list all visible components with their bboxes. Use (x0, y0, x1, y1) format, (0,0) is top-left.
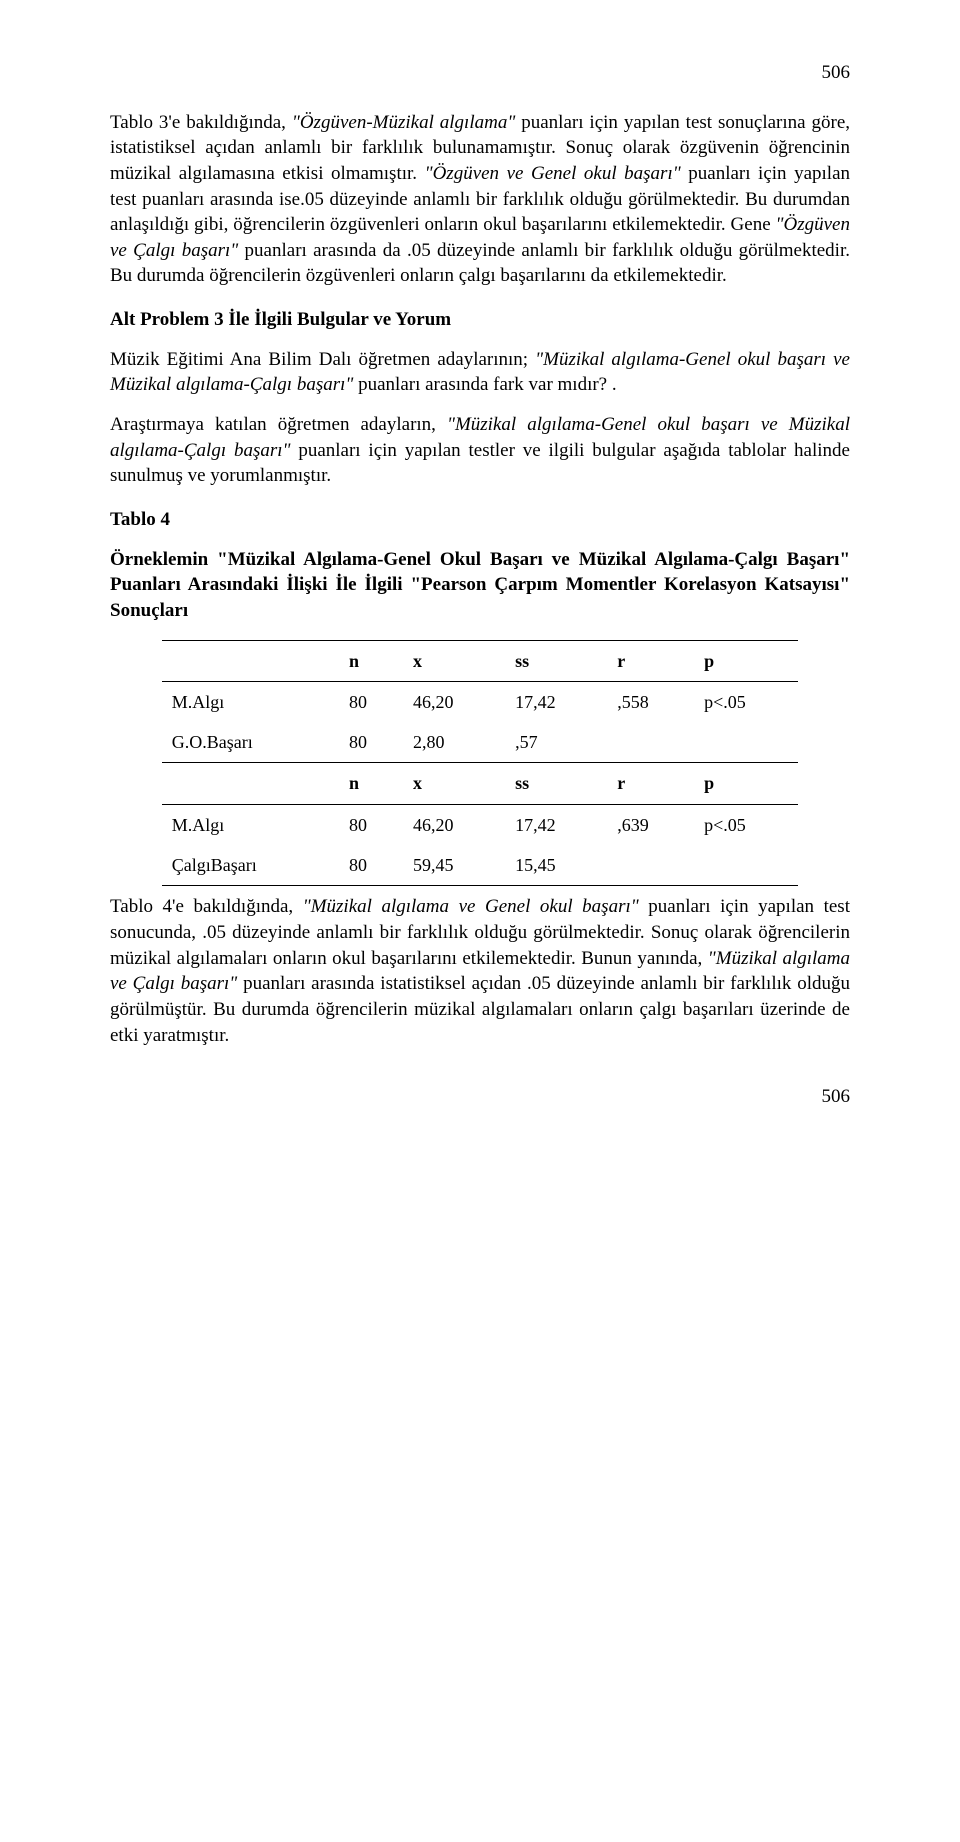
paragraph-1: Tablo 3'e bakıldığında, "Özgüven-Müzikal… (110, 110, 850, 289)
table-header-cell: r (607, 640, 694, 681)
table-cell: ,57 (505, 722, 607, 763)
text: Araştırmaya katılan öğretmen adayların, (110, 414, 447, 435)
table-header-row: n x ss r p (162, 640, 798, 681)
table-cell: p<.05 (694, 681, 798, 722)
table-cell: 80 (339, 681, 403, 722)
table-row-label: G.O.Başarı (162, 722, 339, 763)
paragraph-4: Tablo 4'e bakıldığında, "Müzikal algılam… (110, 894, 850, 1048)
table-title: Örneklemin "Müzikal Algılama-Genel Okul … (110, 547, 850, 624)
table-cell: ,558 (607, 681, 694, 722)
text: puanları arasında fark var mıdır? . (353, 374, 616, 395)
table-row: ÇalgıBaşarı 80 59,45 15,45 (162, 845, 798, 886)
table-header-cell: n (339, 763, 403, 804)
table-header-row: n x ss r p (162, 763, 798, 804)
text-italic: "Özgüven ve Genel okul başarı" (425, 163, 681, 184)
table-row-label: M.Algı (162, 804, 339, 845)
table-cell: 80 (339, 722, 403, 763)
paragraph-2: Müzik Eğitimi Ana Bilim Dalı öğretmen ad… (110, 347, 850, 398)
table-cell (694, 722, 798, 763)
table-header-cell (162, 763, 339, 804)
table-row: M.Algı 80 46,20 17,42 ,639 p<.05 (162, 804, 798, 845)
table-cell: p<.05 (694, 804, 798, 845)
table-cell: 15,45 (505, 845, 607, 886)
text: Tablo 4'e bakıldığında, (110, 896, 303, 917)
text: Müzik Eğitimi Ana Bilim Dalı öğretmen ad… (110, 349, 535, 370)
subheading-alt-problem-3: Alt Problem 3 İle İlgili Bulgular ve Yor… (110, 307, 850, 333)
table-cell: 46,20 (403, 804, 505, 845)
table-cell: 59,45 (403, 845, 505, 886)
text-italic: "Müzikal algılama ve Genel okul başarı" (303, 896, 639, 917)
table-header-cell: ss (505, 763, 607, 804)
table-row: G.O.Başarı 80 2,80 ,57 (162, 722, 798, 763)
table-cell: ,639 (607, 804, 694, 845)
page-number-bottom: 506 (110, 1084, 850, 1110)
table-cell: 17,42 (505, 681, 607, 722)
paragraph-3: Araştırmaya katılan öğretmen adayların, … (110, 412, 850, 489)
table-cell (607, 722, 694, 763)
text: Tablo 3'e bakıldığında, (110, 112, 292, 133)
table-cell: 46,20 (403, 681, 505, 722)
table-header-cell: r (607, 763, 694, 804)
table-header-cell: n (339, 640, 403, 681)
text-italic: "Özgüven-Müzikal algılama" (292, 112, 515, 133)
table-cell: 2,80 (403, 722, 505, 763)
table-header-cell: p (694, 763, 798, 804)
table-header-cell (162, 640, 339, 681)
table-header-cell: x (403, 763, 505, 804)
table-header-cell: p (694, 640, 798, 681)
table-cell: 80 (339, 804, 403, 845)
table-row-label: M.Algı (162, 681, 339, 722)
table-row-label: ÇalgıBaşarı (162, 845, 339, 886)
table-header-cell: ss (505, 640, 607, 681)
correlation-table: n x ss r p M.Algı 80 46,20 17,42 ,558 p<… (162, 640, 798, 887)
page-number-top: 506 (110, 60, 850, 86)
table-label: Tablo 4 (110, 507, 850, 533)
table-header-cell: x (403, 640, 505, 681)
table-cell (694, 845, 798, 886)
table-cell: 80 (339, 845, 403, 886)
table-cell (607, 845, 694, 886)
table-cell: 17,42 (505, 804, 607, 845)
table-row: M.Algı 80 46,20 17,42 ,558 p<.05 (162, 681, 798, 722)
